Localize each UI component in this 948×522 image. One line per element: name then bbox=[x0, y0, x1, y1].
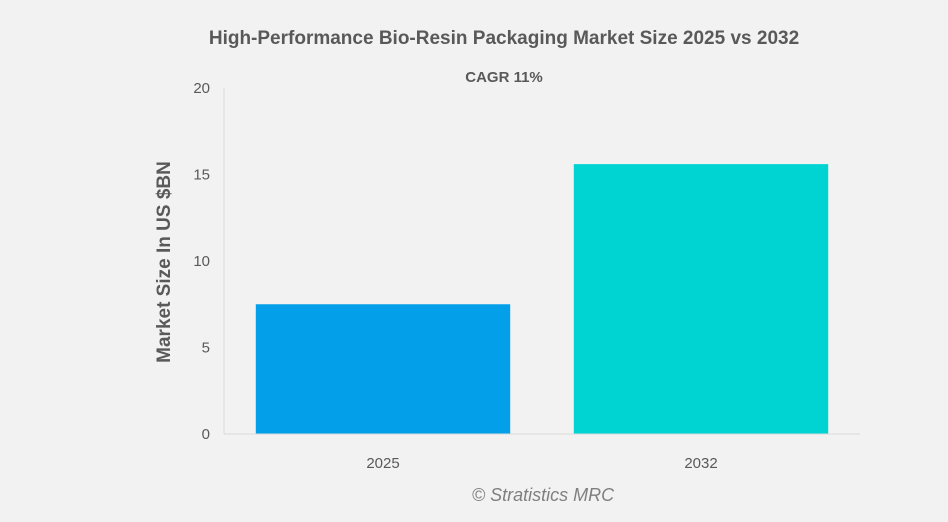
x-axis-ticks: 2025 2032 bbox=[366, 455, 717, 472]
bars-group bbox=[255, 164, 829, 434]
y-tick-label: 5 bbox=[202, 340, 210, 357]
bar-2032 bbox=[573, 164, 829, 434]
y-tick-label: 20 bbox=[193, 80, 210, 97]
x-tick-label: 2025 bbox=[366, 455, 399, 472]
x-tick-label: 2032 bbox=[684, 455, 717, 472]
source-credit: © Stratistics MRC bbox=[472, 485, 615, 505]
y-axis-ticks: 0 5 10 15 20 bbox=[193, 80, 210, 443]
chart-subtitle: CAGR 11% bbox=[465, 69, 543, 86]
y-tick-label: 0 bbox=[202, 426, 210, 443]
y-axis-label: Market Size In US $BN bbox=[154, 161, 175, 363]
chart-title: High-Performance Bio-Resin Packaging Mar… bbox=[209, 28, 799, 49]
y-tick-label: 10 bbox=[193, 253, 210, 270]
y-tick-label: 15 bbox=[193, 167, 210, 184]
bar-2025 bbox=[255, 304, 511, 434]
